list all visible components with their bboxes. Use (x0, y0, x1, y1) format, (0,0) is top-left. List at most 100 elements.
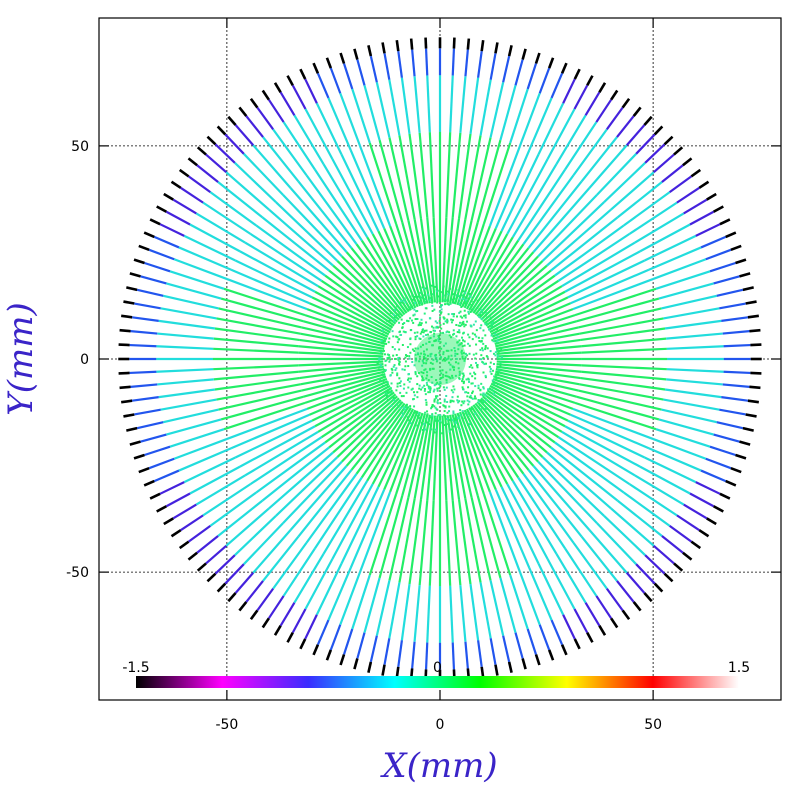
center-sample (397, 357, 400, 360)
center-sample (432, 390, 435, 393)
profile-segment-2 (661, 408, 718, 424)
center-sample (445, 299, 448, 302)
end-marker-42 (339, 52, 346, 64)
center-sample (419, 332, 422, 335)
center-sample (379, 378, 382, 381)
center-sample (458, 377, 461, 380)
end-marker-47 (273, 82, 282, 93)
profile-segment-1 (234, 259, 313, 299)
center-sample (379, 349, 382, 352)
radial-profile-123 (480, 397, 666, 575)
center-sample (470, 396, 473, 399)
center-sample (413, 331, 416, 334)
center-sample (482, 392, 485, 395)
center-sample (459, 343, 462, 346)
center-sample (412, 398, 415, 401)
center-sample (386, 320, 389, 323)
profile-segment-3 (669, 524, 693, 543)
profile-segment-1 (537, 194, 598, 258)
center-sample (453, 332, 456, 335)
radial-profile-114 (461, 410, 564, 646)
center-sample (386, 385, 389, 388)
end-marker-32 (480, 40, 485, 52)
profile-segment-0 (317, 285, 392, 331)
center-sample (446, 321, 449, 324)
profile-segment-2 (243, 153, 284, 196)
center-sample (423, 369, 426, 372)
center-sample (467, 297, 470, 300)
center-sample (413, 405, 416, 408)
radial-profile-8 (492, 248, 732, 341)
profile-segment-1 (239, 250, 316, 293)
center-sample (413, 394, 416, 397)
profile-segment-3 (131, 396, 159, 402)
radial-profile-87 (214, 397, 400, 575)
profile-segment-1 (470, 497, 492, 581)
profile-segment-2 (400, 583, 411, 641)
center-sample (489, 316, 492, 319)
profile-segment-1 (581, 370, 667, 381)
profile-segment-0 (492, 308, 574, 341)
center-sample (458, 321, 461, 324)
center-sample (378, 358, 381, 361)
profile-segment-0 (495, 326, 579, 348)
profile-segment-1 (418, 132, 429, 218)
center-sample (438, 383, 441, 386)
end-marker-120 (632, 601, 642, 612)
end-marker-75 (126, 426, 138, 432)
profile-segment-3 (676, 514, 700, 532)
end-marker-128 (706, 517, 717, 526)
profile-segment-2 (178, 246, 232, 271)
center-sample (421, 364, 424, 367)
center-sample (486, 316, 489, 319)
end-marker-65 (126, 286, 138, 292)
radial-profile-60 (159, 223, 390, 336)
center-sample (444, 303, 447, 306)
profile-segment-1 (261, 216, 330, 272)
center-sample (426, 421, 429, 424)
center-sample (425, 418, 428, 421)
center-sample (472, 323, 475, 326)
profile-segment-2 (158, 319, 216, 330)
center-sample (486, 347, 489, 350)
center-sample (386, 381, 389, 384)
profile-segment-1 (488, 491, 521, 573)
profile-segment-3 (214, 143, 236, 164)
center-sample (462, 352, 465, 355)
profile-segment-0 (336, 397, 400, 458)
profile-segment-0 (463, 230, 503, 309)
center-sample (424, 411, 427, 414)
profile-segment-2 (173, 437, 228, 460)
center-sample (500, 347, 503, 350)
profile-segment-1 (581, 364, 667, 371)
profile-segment-3 (464, 49, 469, 77)
profile-segment-3 (424, 642, 429, 670)
center-sample (440, 305, 443, 308)
profile-segment-0 (496, 362, 582, 373)
radial-profile-135 (495, 370, 744, 430)
center-sample (441, 369, 444, 372)
center-sample (458, 400, 461, 403)
center-sample (414, 347, 417, 350)
profile-segment-0 (454, 221, 479, 305)
profile-segment-3 (383, 638, 391, 665)
center-sample (436, 402, 439, 405)
profile-segment-2 (351, 88, 371, 144)
center-sample (397, 313, 400, 316)
center-sample (435, 360, 438, 363)
center-sample (403, 298, 406, 301)
profile-segment-1 (506, 483, 549, 560)
profile-segment-0 (360, 405, 410, 479)
end-marker-46 (286, 75, 294, 87)
center-sample (403, 408, 406, 411)
center-sample (435, 290, 438, 293)
center-sample (480, 309, 483, 312)
center-sample (439, 304, 442, 307)
profile-segment-1 (517, 476, 567, 550)
center-sample (452, 410, 455, 413)
center-sample (449, 287, 452, 290)
center-sample (461, 378, 464, 381)
x-axis-title: X(mm) (379, 746, 497, 786)
center-sample (479, 314, 482, 317)
